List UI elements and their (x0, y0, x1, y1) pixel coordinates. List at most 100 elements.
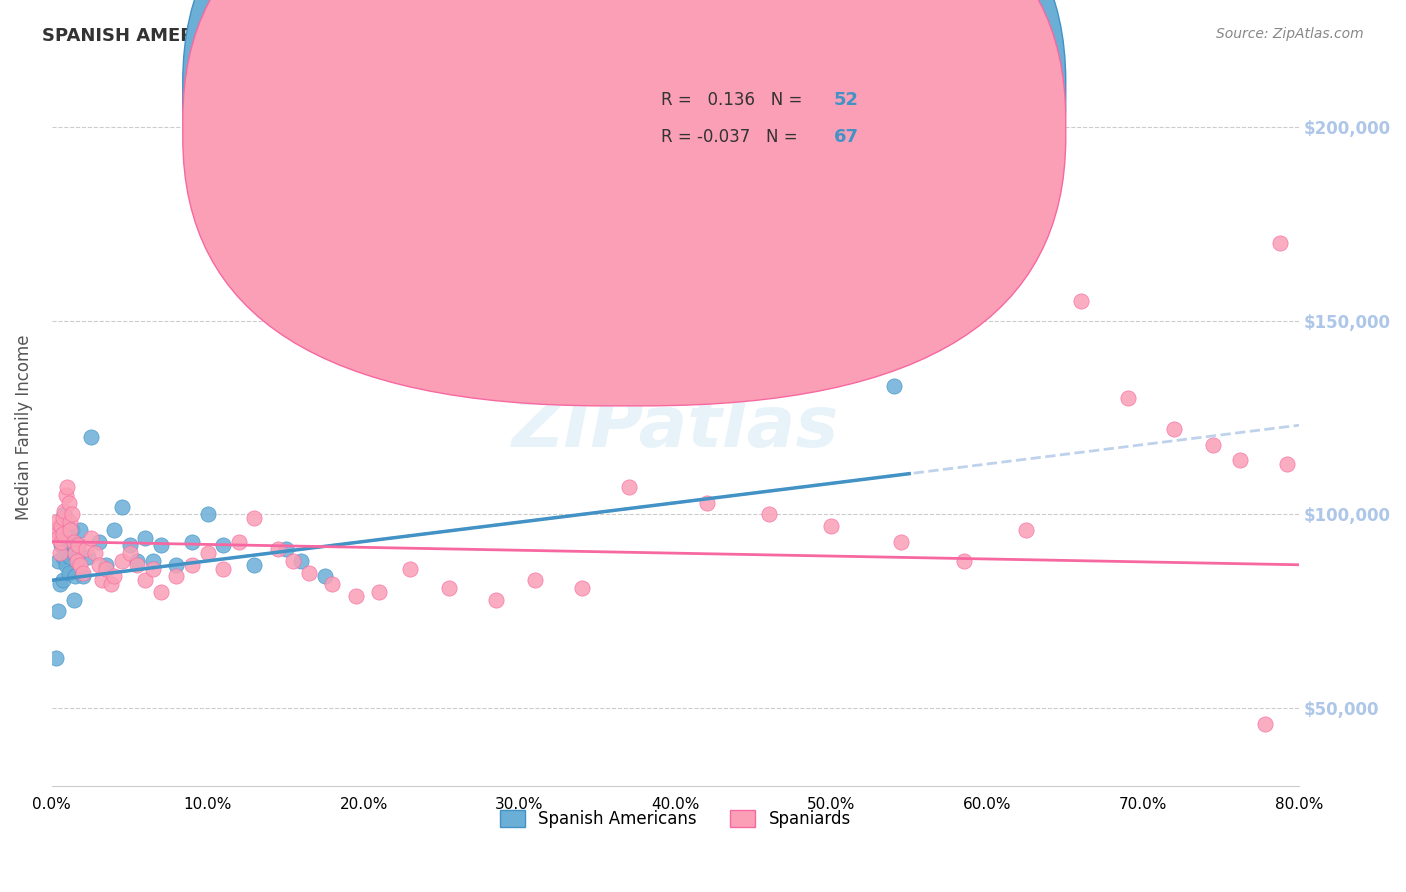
Point (243, 511, 266, 525)
Point (67, 538, 90, 552)
Point (368, 585, 391, 599)
Point (758, 508, 780, 522)
Point (344, 589, 367, 603)
Point (55, 558, 77, 572)
Point (890, 534, 912, 549)
Point (53, 508, 76, 522)
Point (59, 523, 82, 537)
Y-axis label: Median Family Income: Median Family Income (15, 334, 32, 520)
Point (56, 538, 79, 552)
Point (111, 500, 134, 514)
Point (62, 534, 84, 549)
Point (212, 562, 235, 576)
Point (166, 569, 188, 583)
Point (72, 569, 94, 583)
Point (127, 558, 149, 572)
Point (52, 549, 75, 564)
Point (127, 554, 149, 568)
Text: R = -0.037   N =: R = -0.037 N = (661, 128, 803, 145)
Point (540, 306, 562, 320)
Point (46, 531, 69, 545)
Point (212, 538, 235, 552)
Point (52, 511, 75, 525)
Point (742, 344, 765, 359)
Point (87, 558, 110, 572)
Text: R =   0.136   N =: R = 0.136 N = (661, 91, 807, 109)
Point (399, 562, 422, 576)
Point (353, 301, 375, 316)
Point (52, 526, 75, 541)
Point (283, 554, 305, 568)
Point (69, 558, 91, 572)
Point (696, 496, 718, 510)
Point (52, 574, 75, 588)
Point (69, 523, 91, 537)
Point (63, 546, 86, 560)
Point (59, 549, 82, 564)
Point (45, 650, 67, 665)
Point (48, 546, 70, 560)
Point (149, 585, 172, 599)
Point (53, 531, 76, 545)
Point (524, 574, 547, 588)
Point (1202, 437, 1225, 451)
Point (952, 554, 974, 568)
Point (820, 519, 842, 533)
Point (142, 554, 165, 568)
Point (617, 321, 640, 335)
Point (134, 531, 156, 545)
Point (84, 546, 107, 560)
Point (1229, 453, 1251, 467)
Point (90, 574, 112, 588)
Point (118, 538, 141, 552)
Point (103, 569, 125, 583)
Point (883, 379, 905, 393)
Point (49, 523, 72, 537)
Point (59, 515, 82, 529)
Point (134, 574, 156, 588)
Point (60, 523, 83, 537)
Point (228, 534, 250, 549)
Point (1015, 523, 1038, 537)
Point (274, 542, 297, 557)
Point (1163, 422, 1185, 436)
Point (49, 519, 72, 533)
Point (267, 542, 290, 557)
Point (44, 523, 66, 537)
Point (485, 592, 508, 607)
Point (197, 546, 219, 560)
Text: ZIPatlas: ZIPatlas (512, 392, 839, 462)
Point (72, 566, 94, 580)
Point (96, 562, 118, 576)
Point (56, 519, 79, 533)
Point (62, 592, 84, 607)
Point (53, 503, 76, 517)
Point (1254, 716, 1277, 731)
Point (1116, 391, 1139, 405)
Point (48, 577, 70, 591)
Point (118, 546, 141, 560)
Point (49, 534, 72, 549)
Text: 67: 67 (834, 128, 859, 145)
Point (46, 604, 69, 618)
Text: Source: ZipAtlas.com: Source: ZipAtlas.com (1216, 27, 1364, 41)
Point (197, 508, 219, 522)
Point (820, 368, 842, 382)
Point (100, 577, 122, 591)
Point (63, 569, 86, 583)
Point (290, 554, 312, 568)
Point (571, 581, 593, 595)
Point (66, 549, 89, 564)
Point (80, 531, 103, 545)
Point (58, 566, 80, 580)
Point (314, 569, 336, 583)
Point (75, 542, 97, 557)
Text: 52: 52 (834, 91, 859, 109)
Point (60, 508, 83, 522)
Point (321, 577, 343, 591)
Text: SPANISH AMERICAN VS SPANIARD MEDIAN FAMILY INCOME CORRELATION CHART: SPANISH AMERICAN VS SPANIARD MEDIAN FAMI… (42, 27, 856, 45)
Legend: Spanish Americans, Spaniards: Spanish Americans, Spaniards (494, 804, 858, 835)
Point (166, 558, 188, 572)
Point (664, 333, 686, 347)
Point (181, 558, 204, 572)
